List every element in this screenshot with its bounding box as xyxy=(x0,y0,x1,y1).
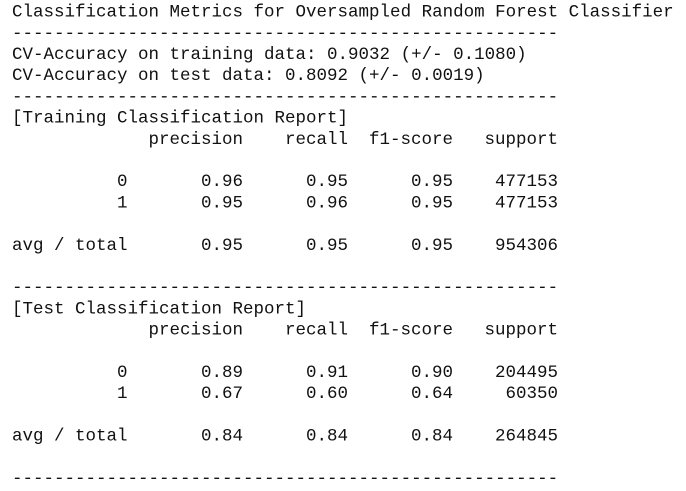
cell: 477153 xyxy=(495,193,558,213)
cell: 0.95 xyxy=(411,172,453,192)
row-label: 1 xyxy=(117,384,128,404)
cell: 0.84 xyxy=(201,427,243,447)
cell: 954306 xyxy=(495,236,558,256)
column-header: recall xyxy=(285,321,348,341)
cell: 0.95 xyxy=(201,193,243,213)
separator: ----------------------------------------… xyxy=(12,469,558,489)
row-label: 0 xyxy=(117,363,128,383)
separator: ----------------------------------------… xyxy=(12,278,558,298)
separator: ----------------------------------------… xyxy=(12,24,558,44)
cell: 0.96 xyxy=(306,193,348,213)
cell: 0.90 xyxy=(411,363,453,383)
cv-accuracy: CV-Accuracy on test data: 0.8092 (+/- 0.… xyxy=(12,66,485,86)
cell: 0.95 xyxy=(411,236,453,256)
cell: 0.89 xyxy=(201,363,243,383)
cell: 0.84 xyxy=(306,427,348,447)
title: Classification Metrics for Oversampled R… xyxy=(12,3,674,23)
cell: 264845 xyxy=(495,427,558,447)
column-header: recall xyxy=(285,130,348,150)
row-label: 1 xyxy=(117,193,128,213)
cell: 60350 xyxy=(505,384,558,404)
report-title: [Training Classification Report] xyxy=(12,109,348,129)
column-header: f1-score xyxy=(369,130,453,150)
cv-accuracy: CV-Accuracy on training data: 0.9032 (+/… xyxy=(12,45,527,65)
separator: ----------------------------------------… xyxy=(12,87,558,107)
cell: 0.91 xyxy=(306,363,348,383)
cell: 0.84 xyxy=(411,427,453,447)
row-label: 0 xyxy=(117,172,128,192)
cell: 0.95 xyxy=(201,236,243,256)
report-title: [Test Classification Report] xyxy=(12,299,306,319)
cell: 0.95 xyxy=(306,172,348,192)
column-header: precision xyxy=(148,321,243,341)
cell: 0.96 xyxy=(201,172,243,192)
cell: 477153 xyxy=(495,172,558,192)
column-header: support xyxy=(484,130,558,150)
cell: 0.95 xyxy=(411,193,453,213)
column-header: f1-score xyxy=(369,321,453,341)
row-label: avg / total xyxy=(12,236,128,256)
cell: 0.95 xyxy=(306,236,348,256)
cell: 0.67 xyxy=(201,384,243,404)
column-header: precision xyxy=(148,130,243,150)
cell: 0.60 xyxy=(306,384,348,404)
cell: 204495 xyxy=(495,363,558,383)
row-label: avg / total xyxy=(12,427,128,447)
column-header: support xyxy=(484,321,558,341)
cell: 0.64 xyxy=(411,384,453,404)
